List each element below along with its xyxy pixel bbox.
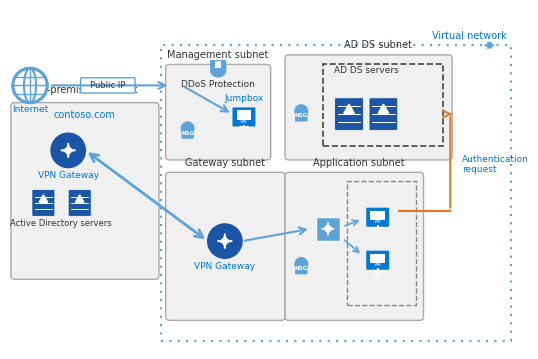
Circle shape	[51, 133, 86, 168]
FancyBboxPatch shape	[285, 55, 452, 160]
Text: DDoS Protection: DDoS Protection	[181, 80, 255, 89]
Text: Internet: Internet	[12, 106, 48, 115]
Text: VM: VM	[372, 229, 383, 235]
Circle shape	[208, 224, 242, 258]
Text: VPN Gateway: VPN Gateway	[194, 262, 256, 271]
Text: VPN Gateway: VPN Gateway	[38, 171, 99, 180]
Bar	[347, 181, 416, 305]
Text: Management subnet: Management subnet	[167, 50, 269, 60]
Text: NSG: NSG	[295, 113, 308, 118]
Bar	[161, 45, 512, 341]
Circle shape	[295, 258, 308, 270]
Circle shape	[295, 105, 308, 117]
Text: Public IP: Public IP	[90, 81, 125, 90]
Text: NSG: NSG	[295, 266, 308, 271]
Text: AD DS subnet: AD DS subnet	[344, 40, 412, 50]
Text: Active Directory servers: Active Directory servers	[10, 219, 111, 228]
Text: VM: VM	[372, 272, 383, 278]
Text: AD DS servers: AD DS servers	[334, 66, 399, 75]
Bar	[370, 253, 385, 263]
FancyBboxPatch shape	[166, 172, 285, 320]
FancyBboxPatch shape	[32, 190, 55, 216]
Text: VM: VM	[374, 262, 381, 267]
FancyBboxPatch shape	[285, 172, 423, 320]
Circle shape	[13, 68, 47, 103]
Text: VM: VM	[374, 219, 381, 224]
FancyBboxPatch shape	[11, 103, 159, 279]
Text: On-premises network: On-premises network	[33, 85, 137, 95]
Text: Jumpbox: Jumpbox	[224, 94, 264, 103]
FancyBboxPatch shape	[295, 263, 308, 274]
FancyBboxPatch shape	[232, 107, 256, 126]
Circle shape	[181, 122, 194, 135]
Polygon shape	[211, 61, 225, 77]
FancyBboxPatch shape	[366, 208, 389, 227]
Text: contoso.com: contoso.com	[54, 110, 116, 120]
Bar	[215, 61, 221, 68]
FancyBboxPatch shape	[68, 190, 91, 216]
FancyBboxPatch shape	[166, 64, 271, 160]
Text: VM: VM	[240, 118, 248, 123]
Text: Gateway subnet: Gateway subnet	[185, 158, 265, 168]
FancyBboxPatch shape	[335, 98, 363, 130]
Text: Application subnet: Application subnet	[313, 158, 405, 168]
Text: Authentication
request: Authentication request	[462, 155, 529, 174]
Bar	[370, 211, 385, 220]
FancyBboxPatch shape	[366, 251, 389, 270]
Bar	[237, 110, 251, 120]
FancyBboxPatch shape	[181, 127, 194, 139]
Text: Virtual network: Virtual network	[432, 31, 507, 41]
FancyBboxPatch shape	[81, 78, 135, 93]
Bar	[323, 64, 443, 146]
Text: NSG: NSG	[181, 131, 194, 136]
FancyBboxPatch shape	[369, 98, 398, 130]
FancyBboxPatch shape	[295, 110, 308, 122]
